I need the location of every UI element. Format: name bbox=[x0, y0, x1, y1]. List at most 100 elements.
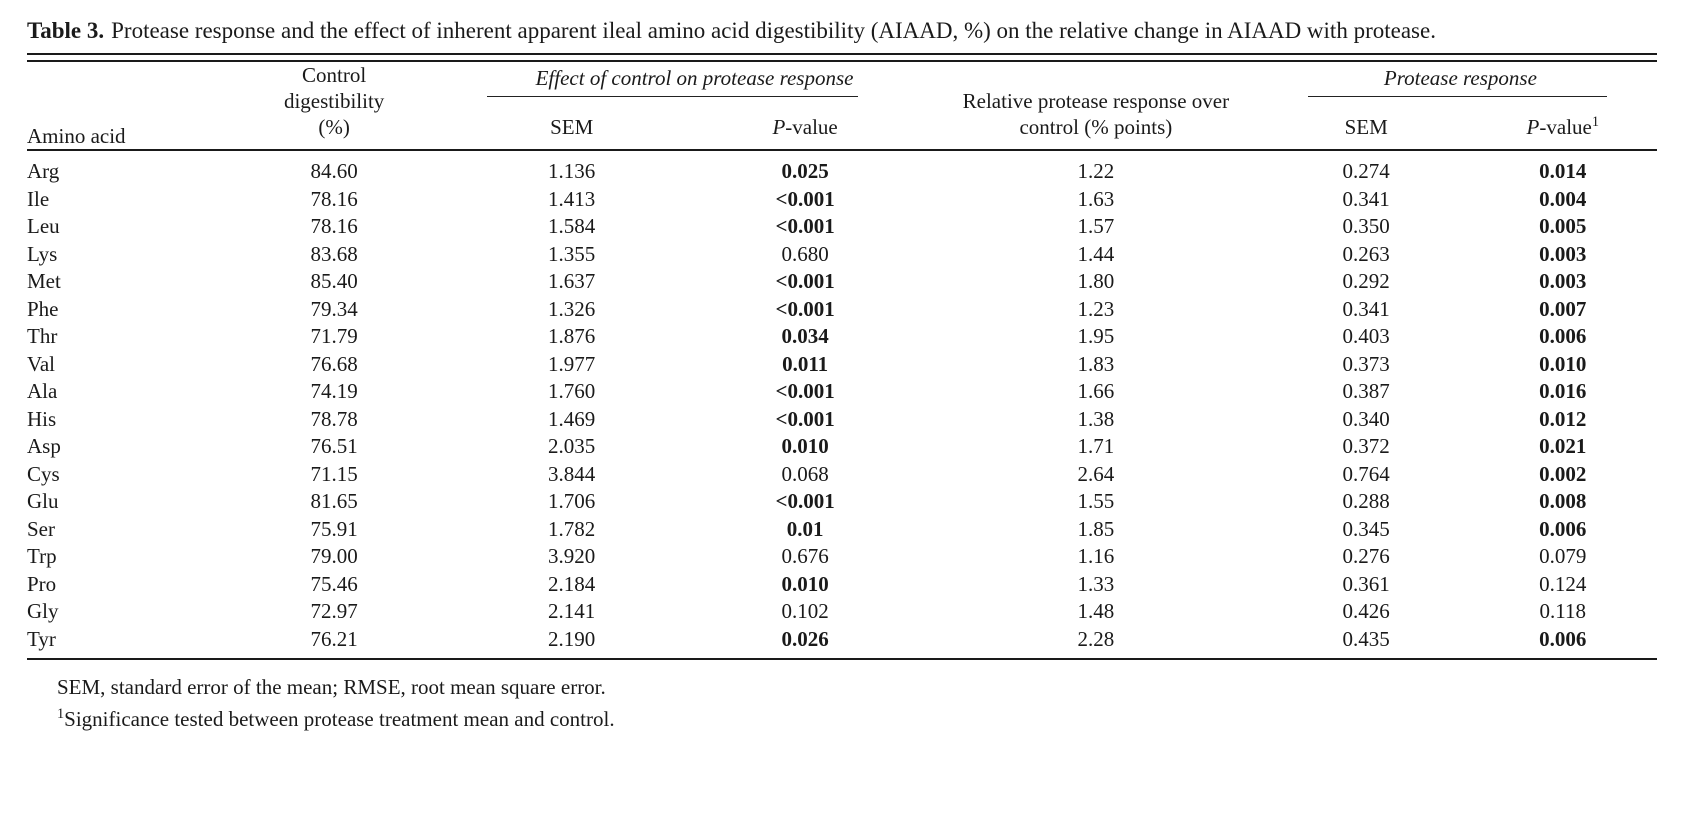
footnote-abbreviations: SEM, standard error of the mean; RMSE, r… bbox=[57, 675, 606, 699]
cell-sem1: 1.136 bbox=[548, 159, 596, 183]
cell-aa: Ile bbox=[27, 186, 50, 211]
table-body: Arg 84.60 1.136 0.025 1.22 0.274 0.014 Ile 78.16… bbox=[27, 150, 1657, 660]
cell-sem1: 3.920 bbox=[548, 544, 596, 568]
cell-p1: 0.026 bbox=[682, 625, 928, 660]
cell-sem2: 0.387 bbox=[1342, 379, 1390, 403]
cell-rel: 1.16 bbox=[1077, 544, 1115, 568]
col-header-relative-response: Relative protease response over control … bbox=[927, 62, 1264, 151]
header-group-row: Amino acid Control digestibility (%) Eff… bbox=[27, 62, 1657, 151]
cell-rel: 1.23 bbox=[1077, 296, 1115, 321]
cell-sem1: 2.190 bbox=[461, 625, 683, 660]
cell-p1: 0.010 bbox=[781, 434, 829, 458]
table-row: Pro 75.46 2.184 0.010 1.33 0.361 0.124 bbox=[27, 571, 1657, 599]
cell-sem1: 2.184 bbox=[548, 571, 596, 596]
cell-rel: 1.22 bbox=[1077, 159, 1115, 183]
cell-control: 78.16 bbox=[310, 214, 358, 238]
table-row: Leu 78.16 1.584 <0.001 1.57 0.350 0.005 bbox=[27, 213, 1657, 241]
cell-sem1: 2.141 bbox=[548, 599, 596, 623]
cell-p2: 0.012 bbox=[1539, 406, 1587, 431]
cell-rel: 1.38 bbox=[1077, 406, 1115, 431]
cell-rel: 1.63 bbox=[1077, 186, 1115, 211]
cell-p2: 0.021 bbox=[1539, 434, 1587, 458]
cell-p2: 0.006 bbox=[1539, 324, 1587, 348]
cell-control: 74.19 bbox=[310, 379, 358, 403]
cell-sem1: 1.469 bbox=[548, 406, 596, 431]
cell-p2: 0.008 bbox=[1539, 489, 1587, 513]
cell-control: 71.79 bbox=[310, 324, 358, 348]
cell-p2: 0.007 bbox=[1539, 296, 1587, 321]
group-header-protease-response: Protease response bbox=[1264, 62, 1657, 98]
cell-aa: Tyr bbox=[27, 625, 208, 660]
cell-control: 81.65 bbox=[310, 489, 358, 513]
cell-aa: Met bbox=[27, 269, 61, 293]
cell-sem2: 0.274 bbox=[1342, 159, 1390, 183]
cell-p2: 0.016 bbox=[1539, 379, 1587, 403]
table-header: Amino acid Control digestibility (%) Eff… bbox=[27, 62, 1657, 151]
cell-p2: 0.118 bbox=[1539, 599, 1587, 623]
cell-aa: Cys bbox=[27, 461, 60, 486]
top-double-rule bbox=[27, 53, 1657, 62]
col-header-pvalue-1: P-value bbox=[682, 97, 928, 151]
cell-p1: <0.001 bbox=[775, 269, 835, 293]
cell-rel: 1.55 bbox=[1077, 489, 1115, 513]
table-row: Lys 83.68 1.355 0.680 1.44 0.263 0.003 bbox=[27, 241, 1657, 269]
cell-rel: 2.64 bbox=[1077, 461, 1115, 486]
cell-aa: Phe bbox=[27, 296, 59, 321]
cell-p1: <0.001 bbox=[775, 489, 835, 513]
table-caption: Table 3. Protease response and the effect… bbox=[27, 14, 1657, 47]
cell-sem1: 1.584 bbox=[548, 214, 596, 238]
cell-p2: 0.124 bbox=[1539, 571, 1587, 596]
cell-p1: <0.001 bbox=[775, 296, 835, 321]
cell-rel: 1.85 bbox=[1077, 516, 1115, 541]
cell-aa: Lys bbox=[27, 241, 58, 266]
cell-control: 78.78 bbox=[310, 406, 358, 431]
cell-p2: 0.005 bbox=[1539, 214, 1587, 238]
cell-sem1: 1.706 bbox=[548, 489, 596, 513]
cell-p1: <0.001 bbox=[775, 214, 835, 238]
cell-p2: 0.006 bbox=[1468, 625, 1657, 660]
cell-rel: 1.57 bbox=[1077, 214, 1115, 238]
table-row: Cys 71.15 3.844 0.068 2.64 0.764 0.002 bbox=[27, 461, 1657, 489]
cell-rel: 2.28 bbox=[927, 625, 1264, 660]
cell-sem2: 0.361 bbox=[1342, 571, 1390, 596]
col-header-sem-1: SEM bbox=[461, 97, 683, 151]
table-row: Gly 72.97 2.141 0.102 1.48 0.426 0.118 bbox=[27, 598, 1657, 626]
cell-sem2: 0.263 bbox=[1342, 241, 1390, 266]
cell-aa: Leu bbox=[27, 214, 60, 238]
cell-control: 83.68 bbox=[310, 241, 358, 266]
cell-aa: Arg bbox=[27, 159, 60, 183]
table-row: His 78.78 1.469 <0.001 1.38 0.340 0.012 bbox=[27, 406, 1657, 434]
cell-p2: 0.010 bbox=[1539, 351, 1587, 376]
cell-sem2: 0.350 bbox=[1342, 214, 1390, 238]
cell-control: 71.15 bbox=[310, 461, 358, 486]
col-header-control-digestibility: Control digestibility (%) bbox=[207, 62, 462, 151]
cell-control: 79.34 bbox=[310, 296, 358, 321]
table-row: Val 76.68 1.977 0.011 1.83 0.373 0.010 bbox=[27, 351, 1657, 379]
cell-rel: 1.95 bbox=[1077, 324, 1115, 348]
cell-rel: 1.48 bbox=[1077, 599, 1115, 623]
cell-sem2: 0.372 bbox=[1342, 434, 1390, 458]
cell-p1: 0.011 bbox=[782, 351, 829, 376]
cell-p1: 0.676 bbox=[781, 544, 829, 568]
col-header-sem-2: SEM bbox=[1263, 97, 1469, 151]
cell-sem2: 0.345 bbox=[1342, 516, 1390, 541]
cell-p1: 0.068 bbox=[781, 461, 829, 486]
footnote-significance: 1Significance tested between protease tr… bbox=[57, 706, 615, 731]
cell-p2: 0.003 bbox=[1539, 269, 1587, 293]
cell-control: 75.46 bbox=[310, 571, 358, 596]
cell-sem2: 0.341 bbox=[1342, 296, 1390, 321]
cell-aa: Val bbox=[27, 351, 55, 376]
table-row: Trp 79.00 3.920 0.676 1.16 0.276 0.079 bbox=[27, 543, 1657, 571]
cell-control: 76.21 bbox=[207, 625, 462, 660]
group-header-effect-of-control: Effect of control on protease response bbox=[461, 62, 928, 98]
cell-p1: 0.680 bbox=[781, 241, 829, 266]
table-row: Glu 81.65 1.706 <0.001 1.55 0.288 0.008 bbox=[27, 488, 1657, 516]
cell-sem1: 1.876 bbox=[548, 324, 596, 348]
cell-control: 84.60 bbox=[310, 159, 358, 183]
table-row: Arg 84.60 1.136 0.025 1.22 0.274 0.014 bbox=[27, 150, 1657, 186]
cell-control: 76.51 bbox=[310, 434, 358, 458]
cell-aa: Gly bbox=[27, 599, 59, 623]
cell-p2: 0.003 bbox=[1539, 241, 1587, 266]
cell-control: 75.91 bbox=[310, 516, 358, 541]
cell-control: 76.68 bbox=[310, 351, 358, 376]
